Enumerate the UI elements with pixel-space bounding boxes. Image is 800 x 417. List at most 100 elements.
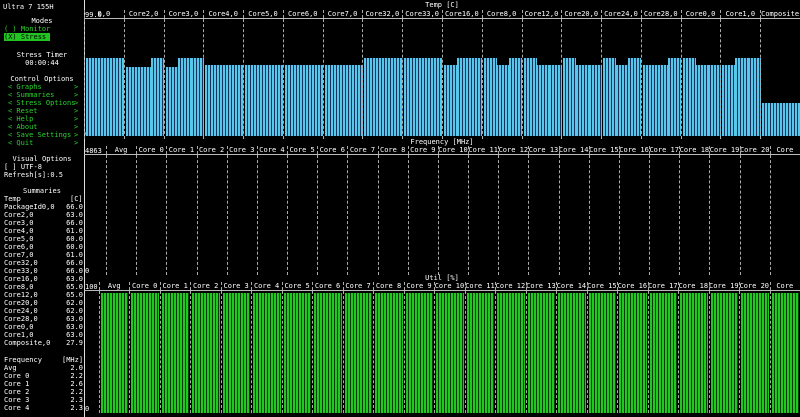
frequency-header-separator [347, 146, 348, 154]
temp-summary-row: Core4,0 61.0 [0, 227, 84, 235]
utilization-header-separator [129, 282, 130, 290]
utilization-header-separator [556, 282, 557, 290]
control-option-label: < Graphs [8, 83, 42, 91]
temp-column-separator [522, 19, 523, 139]
utilization-column-separator [556, 291, 557, 413]
frequency-column-separator [468, 155, 469, 275]
temp-column-label: 0,0 [97, 10, 111, 18]
freq-summary-row: Core 0 2.2 [0, 372, 84, 380]
control-option-stressoptions[interactable]: < Stress Options > [0, 99, 84, 107]
control-option-quit[interactable]: < Quit > [0, 139, 84, 147]
temp-summary-name: Core3,0 [4, 219, 34, 227]
control-option-summaries[interactable]: < Summaries > [0, 91, 84, 99]
control-option-graphs[interactable]: < Graphs > [0, 83, 84, 91]
utilization-column-label: Core 5 [284, 282, 310, 290]
temp-header-separator [362, 10, 363, 18]
frequency-column-separator [106, 155, 107, 275]
temp-summary-row: PackageId0,0 66.0 [0, 203, 84, 211]
utilization-bar [131, 293, 159, 413]
utilization-column-label: Core 8 [375, 282, 402, 290]
frequency-column-label: Core 8 [380, 146, 406, 154]
temp-bar [364, 58, 403, 136]
mode-monitor-radio[interactable]: ( ) Monitor [4, 25, 51, 33]
mode-stress-radio[interactable]: (X) Stress [4, 33, 51, 41]
freq-summary-name: Core 1 [4, 380, 30, 388]
temp-bar [245, 65, 284, 136]
utilization-bar [101, 293, 129, 413]
utilization-column-separator [587, 291, 588, 413]
control-option-reset[interactable]: < Reset > [0, 107, 84, 115]
frequency-column-label: Core 11 [468, 146, 498, 154]
frequency-column-separator [227, 155, 228, 275]
control-option-help[interactable]: < Help > [0, 115, 84, 123]
temp-summary-name: Core0,0 [4, 323, 34, 331]
temp-summary-value: 62.0 [66, 307, 83, 315]
control-option-label: < Save Settings [8, 131, 72, 139]
temp-summary-value: 66.0 [66, 267, 83, 275]
frequency-column-separator [619, 155, 620, 275]
utilization-header-separator [648, 282, 649, 290]
utilization-header-separator [99, 282, 100, 290]
frequency-header-separator [106, 146, 107, 154]
frequency-graph: Frequency [MHz] Avg Core 0 Core 1 Core 2 Cor… [84, 139, 800, 275]
utilization-column-separator [99, 291, 100, 413]
utilization-header-separator [678, 282, 679, 290]
utilization-bar [192, 293, 220, 413]
frequency-column-label: Core 14 [558, 146, 589, 154]
temp-bar [444, 65, 458, 136]
temp-bar [205, 65, 244, 136]
utilization-column-separator [648, 291, 649, 413]
frequency-column-label: Core 2 [198, 146, 225, 154]
frequency-column-label: Core 18 [679, 146, 710, 154]
control-option-about[interactable]: < About > [0, 123, 84, 131]
stress-timer-value: 00:00:44 [25, 59, 59, 67]
frequency-header-separator [498, 146, 499, 154]
temp-column-label: Core12,0 [524, 10, 559, 18]
frequency-header-separator [619, 146, 620, 154]
frequency-column-separator [347, 155, 348, 275]
temp-header-separator [203, 10, 204, 18]
temp-summary-name: Core6,0 [4, 243, 34, 251]
utilization-bar [344, 293, 373, 413]
temp-column-label: Core1,0 [725, 10, 756, 18]
freq-summary-value: 2.3 [70, 404, 83, 412]
temp-bar [707, 65, 721, 136]
freq-summary-row: Core 3 2.3 [0, 396, 84, 404]
frequency-column-label: Core 19 [709, 146, 740, 154]
control-option-label: < Reset [8, 107, 38, 115]
temp-bar [150, 58, 165, 136]
utilization-bar [588, 293, 617, 413]
temp-summary-row: Core5,0 60.0 [0, 235, 84, 243]
temp-summary-name: Core28,0 [4, 315, 38, 323]
freq-summary-name: Core 4 [4, 404, 30, 412]
frequency-header-separator [528, 146, 529, 154]
utilization-column-separator [709, 291, 710, 413]
temp-column-separator [641, 19, 642, 139]
utf8-checkbox[interactable]: [ ] UTF-8 [4, 163, 42, 171]
frequency-column-separator [197, 155, 198, 275]
temp-summary-row: Core8,0 65.0 [0, 283, 84, 291]
utilization-column-separator [739, 291, 740, 413]
temp-bar [615, 65, 629, 136]
control-option-arrow: > [74, 115, 79, 123]
utilization-bar [649, 293, 678, 413]
frequency-column-separator [649, 155, 650, 275]
temp-summary-name: PackageId0,0 [4, 203, 55, 211]
utilization-column-separator [495, 291, 496, 413]
modes-title: Modes [31, 17, 53, 25]
utilization-column-separator [434, 291, 435, 413]
temp-column-label: Core3,0 [168, 10, 199, 18]
frequency-column-label: Avg [114, 146, 128, 154]
utilization-bar [680, 293, 708, 413]
control-option-savesettings[interactable]: < Save Settings > [0, 131, 84, 139]
utilization-column-separator [617, 291, 618, 413]
control-option-arrow: > [74, 131, 79, 139]
temp-header-separator [323, 10, 324, 18]
temp-header-separator [402, 10, 403, 18]
frequency-column-separator [559, 155, 560, 275]
temp-bar [628, 58, 642, 136]
refresh-setting[interactable]: Refresh[s]:0.5 [4, 171, 64, 179]
temp-bar [642, 65, 656, 136]
utilization-bar [161, 293, 190, 413]
temp-bar [165, 67, 179, 136]
